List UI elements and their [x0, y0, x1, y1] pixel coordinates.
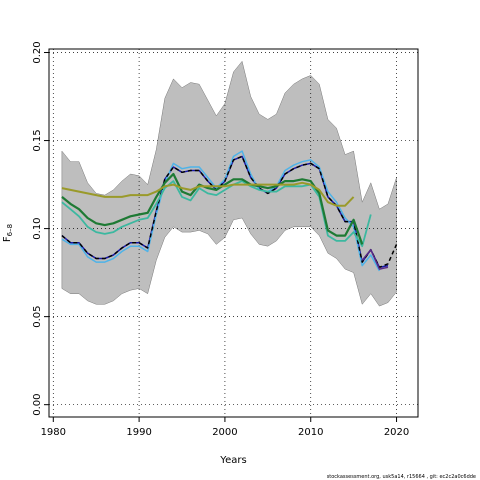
grid-layer — [49, 49, 418, 417]
x-axis-title: Years — [219, 455, 246, 466]
x-tick-label: 1990 — [126, 427, 151, 438]
x-tick-label: 2000 — [212, 427, 237, 438]
series-line-3 — [61, 155, 398, 269]
y-axis: 0.00 0.05 0.10 0.15 0.20 — [32, 41, 49, 416]
plot-frame — [48, 48, 419, 418]
x-tick-label: 2020 — [384, 427, 409, 438]
y-tick-label: 0.10 — [32, 217, 43, 239]
y-tick-label: 0.20 — [32, 41, 43, 63]
series-line-2 — [61, 150, 381, 272]
x-axis: 1980 1990 2000 2010 2020 — [41, 417, 409, 438]
y-axis-title: F6–8 — [2, 224, 14, 242]
series-line-4 — [361, 248, 389, 270]
x-tick-label: 1980 — [41, 427, 66, 438]
x-tick-label: 2010 — [298, 427, 323, 438]
series-line-7 — [61, 181, 355, 207]
y-tick-label: 0.15 — [32, 129, 43, 151]
footer-credit: stockassessment.org, usk5a14, r15664 , g… — [327, 474, 476, 480]
y-axis-title-subscript: 6–8 — [6, 224, 14, 236]
y-tick-label: 0.05 — [32, 306, 43, 328]
confidence-band-layer — [61, 60, 397, 307]
y-axis-title-main: F — [2, 236, 13, 242]
series-layer — [61, 150, 398, 272]
series-line-6 — [61, 172, 364, 245]
confidence-band — [61, 60, 397, 307]
y-tick-label: 0.00 — [32, 394, 43, 416]
